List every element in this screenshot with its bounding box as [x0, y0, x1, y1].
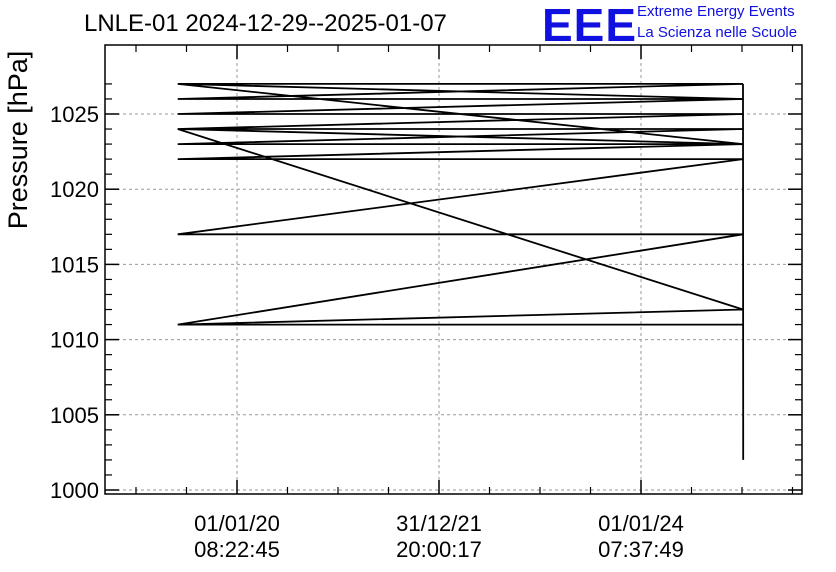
- eee-logo-mark: EEE: [542, 0, 638, 51]
- x-tick-label-time: 07:37:49: [598, 537, 684, 562]
- x-tick-label-time: 20:00:17: [396, 537, 482, 562]
- x-tick-label-date: 31/12/21: [396, 511, 482, 536]
- x-tick-label-date: 01/01/20: [194, 511, 280, 536]
- axis-ticks: [105, 45, 802, 494]
- x-tick-label-date: 01/01/24: [598, 511, 684, 536]
- y-tick-label: 1000: [50, 478, 99, 503]
- y-tick-label: 1020: [50, 177, 99, 202]
- y-tick-label: 1015: [50, 252, 99, 277]
- chart-title: LNLE-01 2024-12-29--2025-01-07: [84, 10, 447, 37]
- series-lines: [177, 83, 745, 460]
- y-axis-label: Pressure [hPa]: [3, 51, 33, 230]
- y-tick-label: 1005: [50, 403, 99, 428]
- x-tick-label-time: 08:22:45: [194, 537, 280, 562]
- plot-frame: [104, 44, 803, 495]
- tick-labels: 1000 1005 1010 1015 1020 1025 01/01/2008:22:45…: [50, 102, 684, 562]
- pressure-series-line: [177, 83, 745, 460]
- y-tick-label: 1025: [50, 102, 99, 127]
- logo-line-1: Extreme Energy Events: [637, 3, 795, 20]
- logo-line-2: La Scienza nelle Scuole: [637, 24, 798, 41]
- y-tick-label: 1010: [50, 328, 99, 353]
